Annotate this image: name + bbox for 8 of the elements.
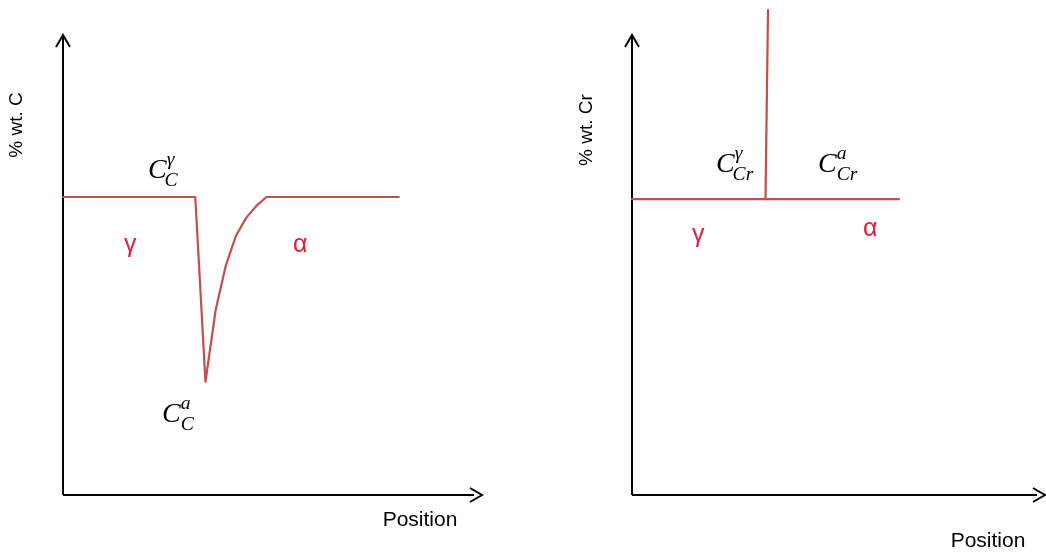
annotation: α xyxy=(293,229,308,257)
x-axis-title: Position xyxy=(950,528,1026,551)
y-axis-title: % wt. Cr xyxy=(575,93,596,166)
annotation: γ xyxy=(692,219,705,247)
y-axis-title: % wt. C xyxy=(5,92,26,158)
annotation: α xyxy=(863,213,878,241)
x-axis-title: Position xyxy=(382,507,458,530)
annotation: γ xyxy=(124,229,137,257)
